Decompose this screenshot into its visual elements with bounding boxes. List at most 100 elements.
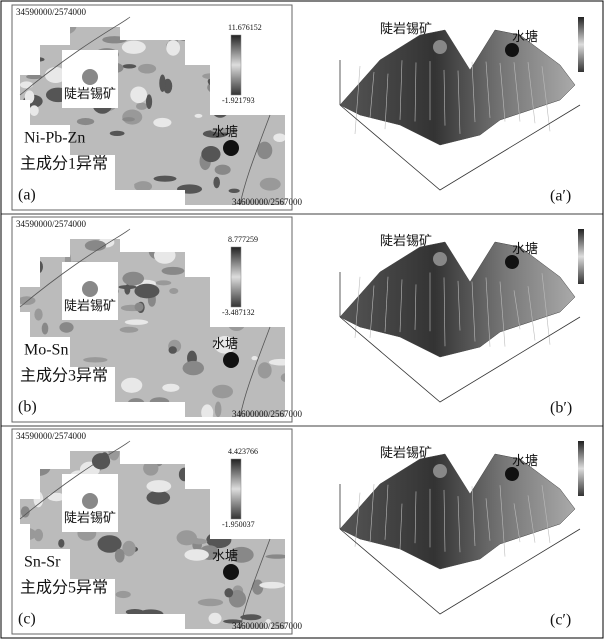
anomaly-blob [122, 272, 144, 286]
anomaly-blob [110, 131, 125, 136]
anomaly-blob [224, 588, 233, 597]
mine-marker [82, 69, 98, 85]
elements-label: Mo-Sn [24, 342, 68, 359]
mine-marker-3d [433, 252, 447, 266]
mine-marker [82, 281, 98, 297]
coord-top-left: 34590000/2574000 [16, 219, 87, 229]
anomaly-blob [260, 178, 281, 191]
anomaly-blob [159, 75, 165, 92]
elements-label: Ni-Pb-Zn [24, 130, 85, 147]
coord-bottom-right: 34600000/2567000 [232, 197, 303, 207]
anomaly-blob [229, 189, 240, 193]
anomaly-blob [195, 114, 203, 118]
anomaly-blob [58, 539, 64, 548]
anomaly-blob [121, 378, 142, 393]
pond-label-3d: 水塘 [512, 29, 538, 44]
pond-label: 水塘 [212, 124, 238, 139]
anomaly-blob [59, 322, 73, 333]
legend-3d [578, 17, 584, 72]
anomaly-blob [146, 480, 171, 492]
mine-label-3d: 陡岩锡矿 [380, 233, 432, 248]
anomaly-blob [116, 591, 131, 598]
mine-label-3d: 陡岩锡矿 [380, 21, 432, 36]
pond-marker-3d [505, 43, 519, 57]
anomaly-blob [85, 240, 106, 251]
pond-label-3d: 水塘 [512, 241, 538, 256]
legend-max: 8.777259 [228, 235, 258, 244]
anomaly-blob [209, 613, 222, 624]
legend-max: 11.676152 [228, 23, 262, 32]
anomaly-blob [34, 529, 43, 541]
anomaly-blob [42, 323, 49, 335]
elements-label: Sn-Sr [24, 554, 61, 571]
anomaly-blob [184, 549, 209, 561]
legend-bar [231, 247, 241, 307]
mine-label-3d: 陡岩锡矿 [380, 445, 432, 460]
anomaly-blob [130, 86, 147, 103]
pond-label-3d: 水塘 [512, 453, 538, 468]
anomaly-blob [135, 302, 144, 311]
panel-label: (c) [18, 611, 36, 628]
anomaly-blob [258, 362, 272, 378]
anomaly-blob [122, 41, 146, 54]
legend-min: -3.487132 [222, 308, 255, 317]
anomaly-blob [198, 599, 223, 606]
anomaly-blob [259, 582, 285, 589]
anomaly-blob [162, 267, 185, 275]
anomaly-blob [156, 280, 172, 285]
anomaly-blob [134, 182, 149, 187]
mine-label: 陡岩锡矿 [64, 510, 116, 525]
component-label: 主成分1异常 [20, 155, 108, 173]
anomaly-blob [201, 146, 220, 162]
terrain-3d [340, 30, 575, 145]
legend-min: -1.921793 [222, 96, 255, 105]
anomaly-blob [273, 133, 286, 142]
anomaly-blob [215, 402, 222, 418]
anomaly-blob [169, 346, 177, 354]
legend-bar [231, 35, 241, 95]
panel-label-3d: (a′) [550, 188, 571, 205]
legend-3d [578, 441, 584, 496]
anomaly-blob [177, 530, 197, 545]
anomaly-blob [122, 110, 142, 125]
anomaly-blob [115, 549, 125, 563]
panel-label-3d: (b′) [550, 400, 572, 417]
anomaly-blob [34, 308, 42, 320]
legend-3d [578, 229, 584, 284]
anomaly-blob [77, 118, 94, 125]
anomaly-blob [120, 327, 139, 333]
anomaly-blob [122, 64, 136, 68]
anomaly-blob [30, 105, 39, 116]
mine-label: 陡岩锡矿 [64, 298, 116, 313]
anomaly-blob [125, 319, 148, 324]
legend-bar [231, 459, 241, 519]
mine-marker [82, 493, 98, 509]
anomaly-blob [20, 81, 33, 88]
terrain-3d [340, 242, 575, 357]
anomaly-blob [122, 117, 135, 121]
component-label: 主成分3异常 [20, 367, 108, 385]
mine-marker-3d [433, 464, 447, 478]
component-label: 主成分5异常 [20, 579, 108, 597]
anomaly-blob [83, 357, 107, 362]
anomaly-blob [162, 384, 179, 392]
pond-marker [223, 352, 239, 368]
anomaly-blob [183, 361, 204, 375]
coord-bottom-right: 34600000/2567000 [232, 409, 303, 419]
anomaly-blob [138, 64, 156, 74]
legend-max: 4.423766 [228, 447, 258, 456]
coord-top-left: 34590000/2574000 [16, 431, 87, 441]
anomaly-blob [154, 176, 177, 182]
pond-marker-3d [505, 255, 519, 269]
anomaly-blob [213, 177, 220, 189]
panel-label: (b) [18, 399, 37, 416]
coord-top-left: 34590000/2574000 [16, 7, 87, 17]
panel-label: (a) [18, 187, 36, 204]
pond-marker-3d [505, 467, 519, 481]
anomaly-blob [153, 118, 171, 127]
legend-min: -1.950037 [222, 520, 255, 529]
anomaly-blob [146, 491, 170, 505]
anomaly-blob [146, 94, 152, 109]
anomaly-blob [26, 74, 42, 79]
coord-bottom-right: 34600000/2567000 [232, 621, 303, 631]
